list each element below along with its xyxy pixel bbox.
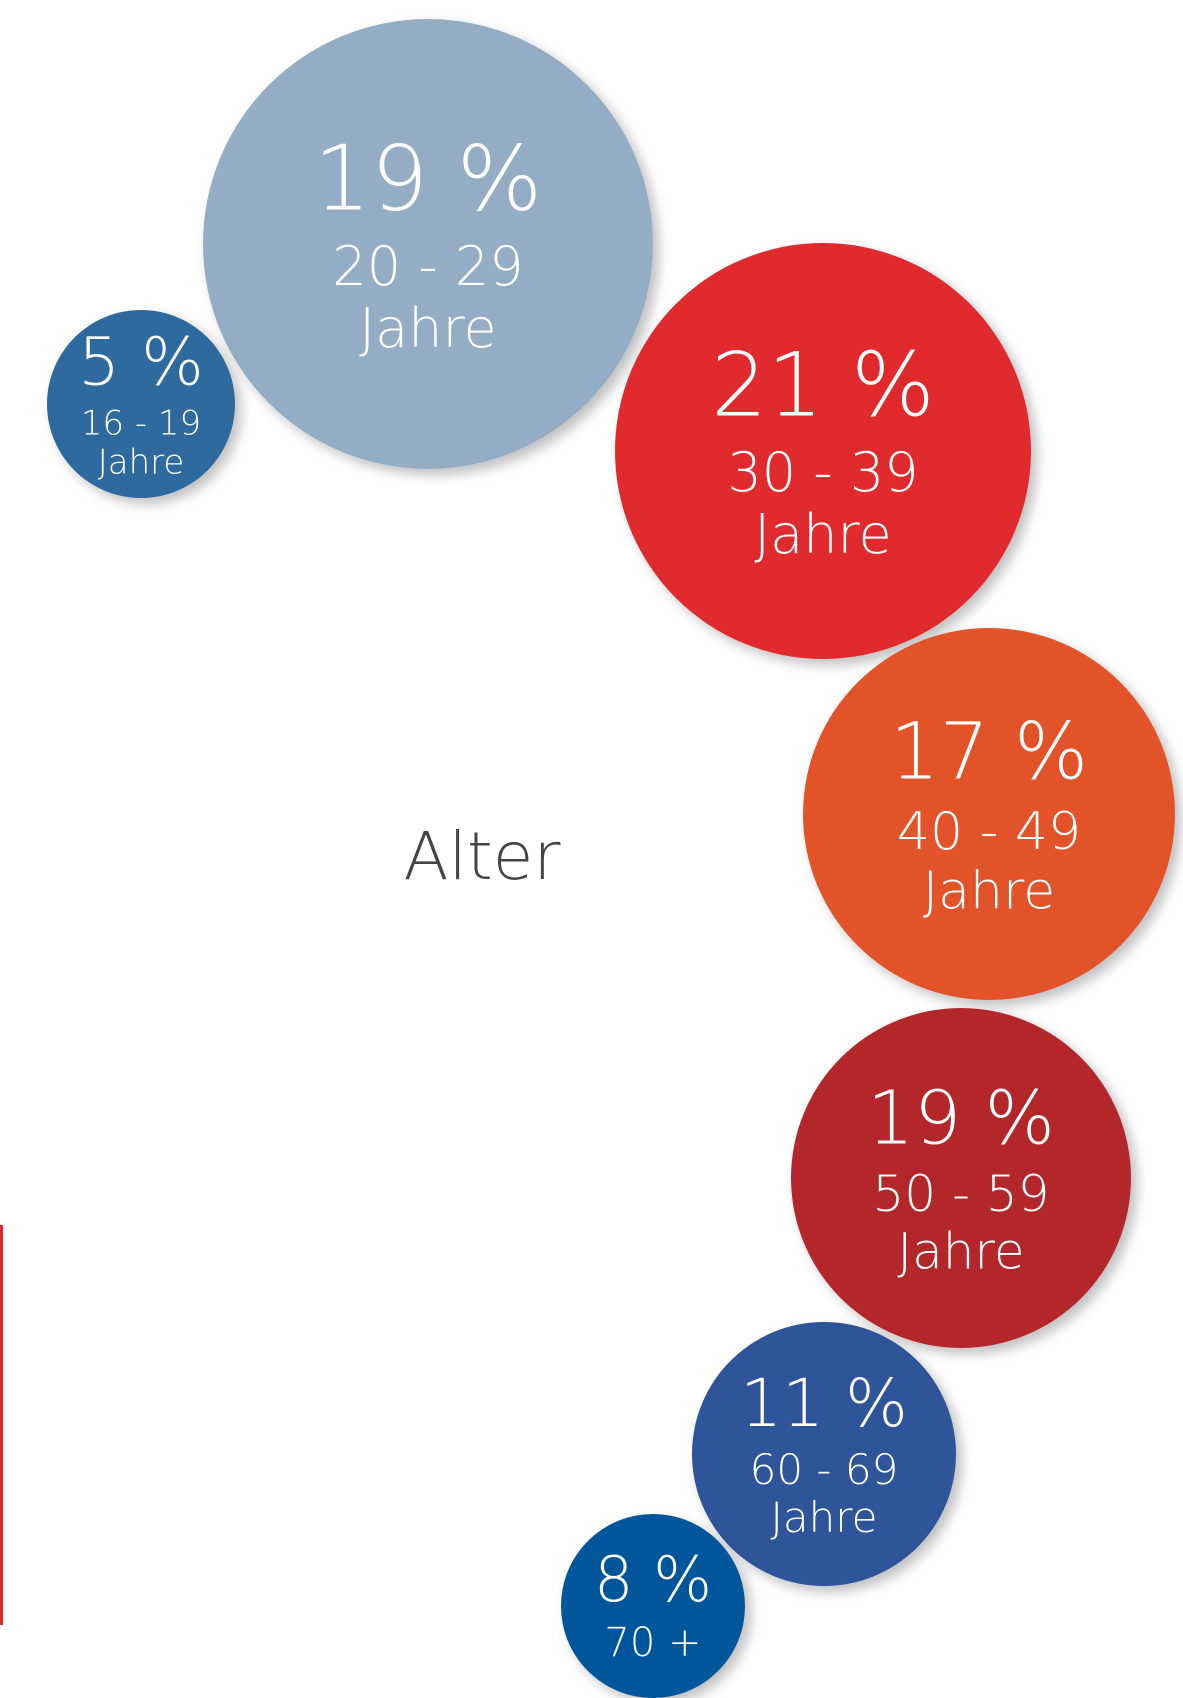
chart-title: Alter xyxy=(403,818,561,895)
value-label: 8 % xyxy=(594,1543,712,1616)
category-label: 20 - 29 xyxy=(332,235,523,298)
bubble xyxy=(791,1008,1131,1348)
value-label: 19 % xyxy=(314,127,543,232)
category-label: 70 + xyxy=(604,1620,701,1666)
category-label: Jahre xyxy=(754,503,891,566)
value-label: 11 % xyxy=(740,1365,908,1442)
bubble xyxy=(615,243,1031,659)
category-label: 16 - 19 xyxy=(81,404,201,444)
edge-line xyxy=(0,1225,3,1625)
category-label: 60 - 69 xyxy=(750,1445,899,1494)
bubble xyxy=(203,19,653,469)
category-label: Jahre xyxy=(923,862,1055,922)
bubble xyxy=(47,310,235,498)
category-label: Jahre xyxy=(359,297,496,360)
category-label: Jahre xyxy=(897,1223,1024,1281)
value-label: 5 % xyxy=(78,324,204,401)
bubble xyxy=(561,1514,745,1698)
bubble xyxy=(692,1322,956,1586)
category-label: Jahre xyxy=(98,443,185,483)
category-label: Jahre xyxy=(771,1493,878,1542)
category-label: 50 - 59 xyxy=(872,1165,1049,1223)
value-label: 17 % xyxy=(890,707,1088,797)
bubble xyxy=(803,628,1175,1000)
value-label: 19 % xyxy=(867,1076,1055,1162)
category-label: 30 - 39 xyxy=(727,441,918,504)
category-label: 40 - 49 xyxy=(897,802,1081,862)
value-label: 21 % xyxy=(711,334,935,437)
